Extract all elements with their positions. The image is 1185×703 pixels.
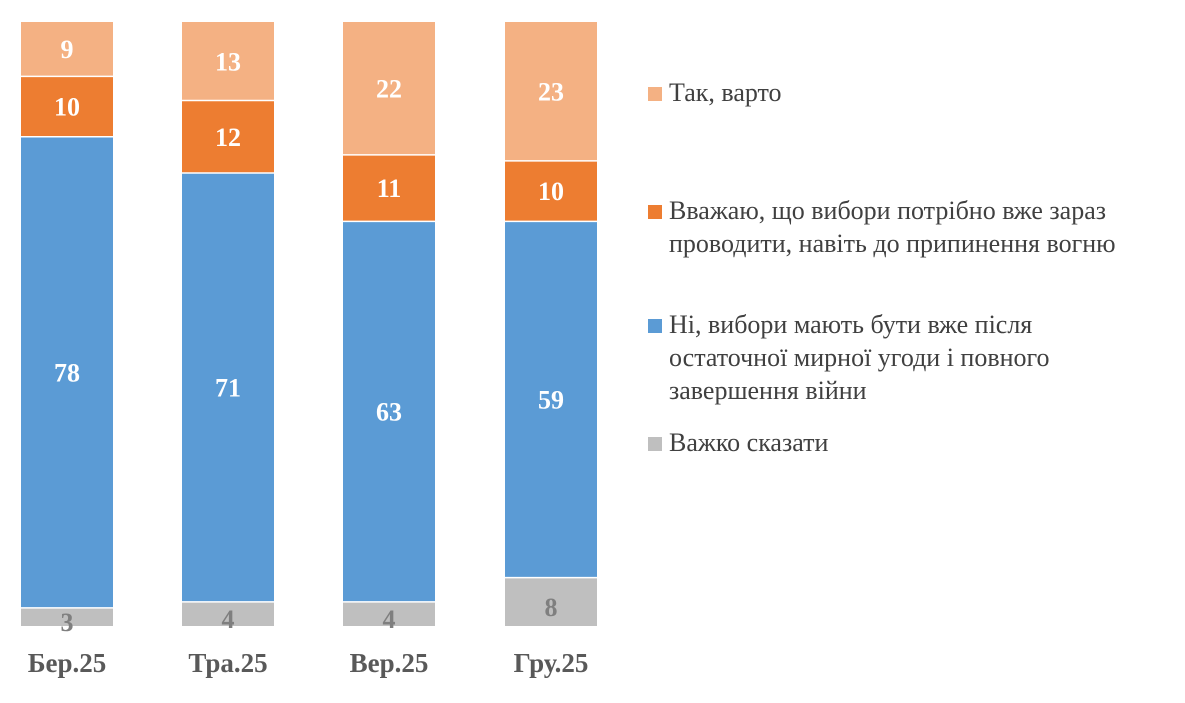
bar-segment-0-0 — [21, 607, 113, 626]
data-label: 71 — [215, 373, 241, 402]
bar-segment-0-3 — [21, 22, 113, 77]
legend-swatch — [648, 319, 662, 333]
legend-label: остаточної мирної угоди і повного — [669, 343, 1050, 372]
data-label: 10 — [54, 93, 80, 122]
data-label: 3 — [61, 608, 74, 637]
legend-label: Так, варто — [669, 78, 782, 107]
bar-segment-3-2 — [505, 160, 597, 222]
data-label: 23 — [538, 77, 564, 106]
bar-segment-1-2 — [182, 100, 274, 173]
data-label: 4 — [383, 605, 396, 634]
x-tick-label: Бер.25 — [28, 648, 107, 678]
bar-segment-2-3 — [343, 22, 435, 155]
data-label: 59 — [538, 386, 564, 415]
bar-segment-1-0 — [182, 601, 274, 626]
legend-label: Важко сказати — [669, 428, 828, 457]
legend-swatch — [648, 205, 662, 219]
bar-segment-3-1 — [505, 221, 597, 578]
data-label: 4 — [222, 605, 235, 634]
bar-segment-2-2 — [343, 154, 435, 222]
bar-segment-3-0 — [505, 577, 597, 626]
data-label: 22 — [376, 74, 402, 103]
data-label: 9 — [61, 35, 74, 64]
bar-segment-3-3 — [505, 22, 597, 161]
bar-segment-0-2 — [21, 76, 113, 137]
data-label: 63 — [376, 398, 402, 427]
bar-segment-0-1 — [21, 136, 113, 608]
legend-label: завершення війни — [669, 376, 867, 405]
x-tick-label: Вер.25 — [350, 648, 429, 678]
data-label: 13 — [215, 47, 241, 76]
bar-segment-2-1 — [343, 221, 435, 602]
legend-swatch — [648, 87, 662, 101]
bar-segment-2-0 — [343, 601, 435, 626]
data-label: 8 — [545, 593, 558, 622]
legend-label: Ні, вибори мають бути вже після — [669, 310, 1032, 339]
legend-label: Вважаю, що вибори потрібно вже зараз — [669, 196, 1106, 225]
data-label: 10 — [538, 177, 564, 206]
x-tick-label: Тра.25 — [188, 648, 267, 678]
x-tick-label: Гру.25 — [514, 648, 589, 678]
bar-segment-1-1 — [182, 173, 274, 602]
data-label: 78 — [54, 358, 80, 387]
legend-swatch — [648, 437, 662, 451]
data-label: 12 — [215, 123, 241, 152]
legend-label: проводити, навіть до припинення вогню — [669, 229, 1116, 258]
data-label: 11 — [377, 174, 402, 203]
bar-segment-1-3 — [182, 22, 274, 101]
